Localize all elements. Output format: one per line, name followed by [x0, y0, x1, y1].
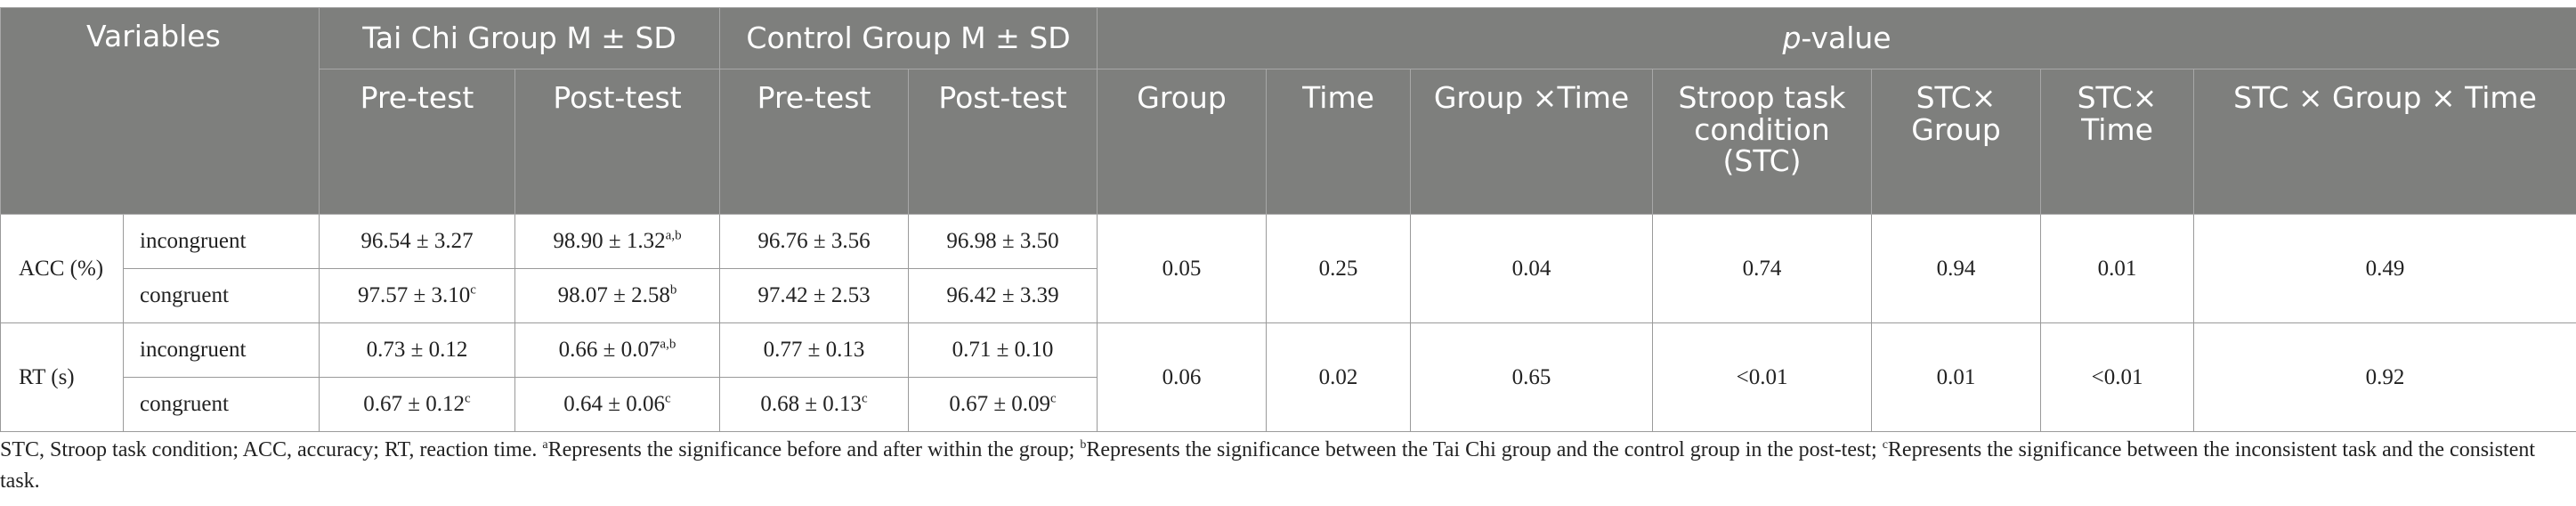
- cell-value: 96.76 ± 3.56: [719, 214, 910, 269]
- table-row: RT (s) incongruent 0.73 ± 0.12 0.66 ± 0.…: [0, 322, 2576, 432]
- p-value-cell: 0.65: [1410, 322, 1654, 432]
- p-value-cell: 0.74: [1652, 214, 1873, 323]
- p-value-cell: <0.01: [2040, 322, 2195, 432]
- header-variables: Variables: [0, 7, 320, 215]
- p-value-italic: p: [1782, 20, 1802, 56]
- header-tc-pre-test: Pre-test: [319, 69, 515, 215]
- header-p-value: p-value: [1097, 7, 2576, 69]
- p-value-cell: 0.01: [2040, 214, 2195, 323]
- row-label-rt: RT (s): [0, 322, 124, 432]
- table-row: congruent 0.67 ± 0.12c 0.64 ± 0.06c 0.68…: [1, 377, 2576, 432]
- p-value-cell: 0.01: [1871, 322, 2042, 432]
- cell-value: 0.66 ± 0.07a,b: [514, 322, 721, 378]
- table-row: congruent 97.57 ± 3.10c 98.07 ± 2.58b 97…: [1, 268, 2576, 323]
- cell-value: 97.57 ± 3.10c: [319, 268, 515, 323]
- row-sub-label: incongruent: [123, 322, 320, 378]
- cell-value: 96.98 ± 3.50: [908, 214, 1098, 269]
- p-value-cell: <0.01: [1652, 322, 1873, 432]
- cell-value: 0.64 ± 0.06c: [514, 377, 721, 432]
- header-p-group: Group: [1097, 69, 1268, 215]
- p-value-cell: 0.05: [1097, 214, 1268, 323]
- p-value-cell: 0.06: [1097, 322, 1268, 432]
- p-value-cell: 0.49: [2193, 214, 2576, 323]
- cell-value: 97.42 ± 2.53: [719, 268, 910, 323]
- p-value-cell: 0.94: [1871, 214, 2042, 323]
- header-p-stc-group: STC× Group: [1871, 69, 2042, 215]
- cell-value: 0.77 ± 0.13: [719, 322, 910, 378]
- cell-value: 98.90 ± 1.32a,b: [514, 214, 721, 269]
- row-label-acc: ACC (%): [0, 214, 124, 323]
- cell-value: 0.68 ± 0.13c: [719, 377, 910, 432]
- header-tc-post-test: Post-test: [514, 69, 721, 215]
- table-row: ACC (%) incongruent 96.54 ± 3.27 98.90 ±…: [0, 214, 2576, 323]
- p-value-cell: 0.25: [1266, 214, 1412, 323]
- p-value-cell: 0.92: [2193, 322, 2576, 432]
- p-value-cell: 0.02: [1266, 322, 1412, 432]
- header-p-time: Time: [1266, 69, 1412, 215]
- header-ctrl-post-test: Post-test: [908, 69, 1098, 215]
- row-sub-label: congruent: [123, 268, 320, 323]
- cell-value: 98.07 ± 2.58b: [514, 268, 721, 323]
- cell-value: 96.42 ± 3.39: [908, 268, 1098, 323]
- header-p-stc-group-time: STC × Group × Time: [2193, 69, 2576, 215]
- header-p-stc-time: STC× Time: [2040, 69, 2195, 215]
- row-sub-label: incongruent: [123, 214, 320, 269]
- row-sub-label: congruent: [123, 377, 320, 432]
- cell-value: 0.73 ± 0.12: [319, 322, 515, 378]
- header-control-group: Control Group M ± SD: [719, 7, 1098, 69]
- cell-value: 96.54 ± 3.27: [319, 214, 515, 269]
- header-ctrl-pre-test: Pre-test: [719, 69, 910, 215]
- cell-value: 0.67 ± 0.12c: [319, 377, 515, 432]
- cell-value: 0.71 ± 0.10: [908, 322, 1098, 378]
- results-table: Variables Tai Chi Group M ± SD Control G…: [0, 7, 2576, 432]
- header-p-stc: Stroop task condition (STC): [1652, 69, 1873, 215]
- cell-value: 0.67 ± 0.09c: [908, 377, 1098, 432]
- table-footnote: STC, Stroop task condition; ACC, accurac…: [0, 438, 2536, 493]
- p-value-cell: 0.04: [1410, 214, 1654, 323]
- header-tai-chi-group: Tai Chi Group M ± SD: [318, 7, 721, 69]
- header-p-group-time: Group ×Time: [1410, 69, 1654, 215]
